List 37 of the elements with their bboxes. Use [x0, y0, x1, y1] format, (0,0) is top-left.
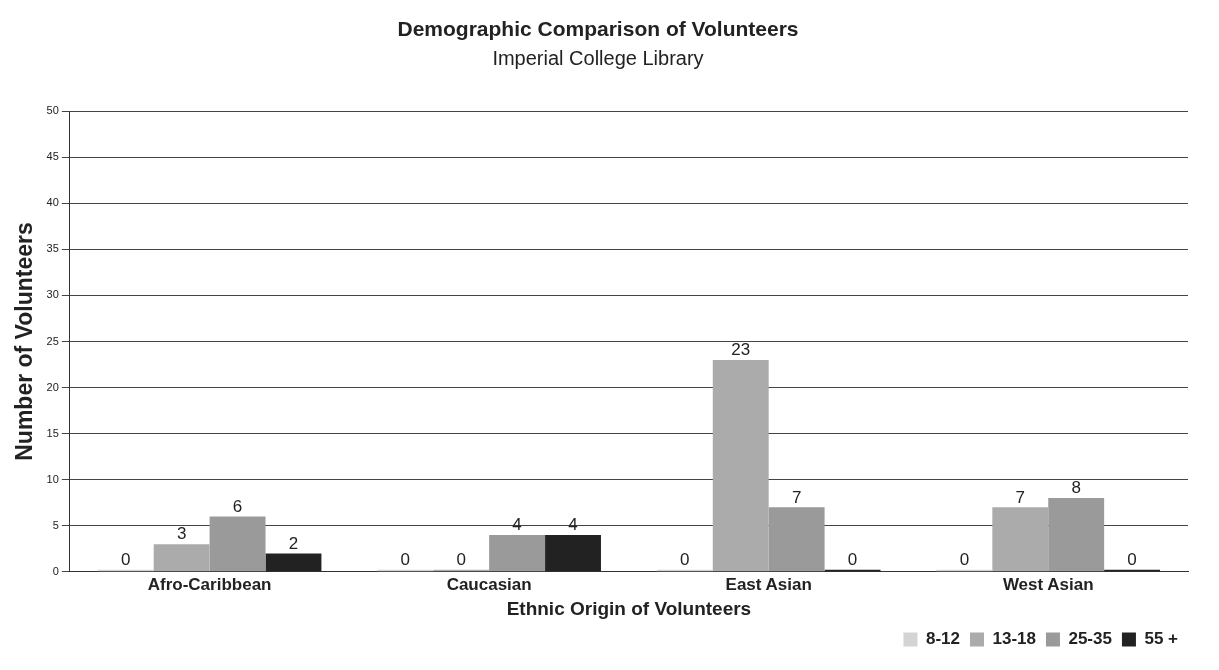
- data-label: 7: [1015, 487, 1026, 507]
- y-tick-label: 5: [52, 518, 59, 531]
- data-label: 2: [288, 533, 299, 553]
- data-label: 0: [400, 549, 411, 569]
- y-axis-title: Number of Volunteers: [11, 222, 38, 461]
- data-label: 7: [791, 487, 802, 507]
- y-tick-label: 0: [52, 564, 59, 577]
- y-tick-label: 35: [46, 242, 59, 255]
- y-tick-label: 10: [46, 472, 59, 485]
- data-label: 23: [731, 340, 751, 360]
- data-label: 0: [456, 549, 466, 569]
- data-label: 0: [959, 549, 970, 569]
- y-tick-label: 30: [46, 288, 59, 301]
- legend-label: 25-35: [1068, 629, 1112, 649]
- y-tick-label: 20: [46, 380, 59, 393]
- data-label: 0: [847, 549, 858, 569]
- data-label: 8: [1071, 478, 1081, 498]
- legend-label: 13-18: [992, 629, 1036, 649]
- y-tick-label: 45: [46, 150, 59, 163]
- chart-subtitle: Imperial College Library: [492, 46, 704, 69]
- x-tick-label: East Asian: [725, 574, 812, 594]
- data-label: 6: [232, 496, 243, 516]
- x-tick-label: Caucasian: [446, 574, 532, 594]
- x-tick-label: Afro-Caribbean: [147, 574, 272, 594]
- data-label: 0: [121, 549, 131, 569]
- y-tick-label: 25: [46, 334, 59, 347]
- data-label: 0: [1127, 549, 1137, 569]
- x-tick-label: West Asian: [1002, 574, 1094, 594]
- legend-label: 55 +: [1144, 629, 1179, 649]
- y-tick-label: 40: [46, 196, 59, 209]
- data-label: 0: [680, 549, 690, 569]
- y-tick-label: 50: [46, 104, 59, 117]
- chart-title: Demographic Comparison of Volunteers: [397, 17, 799, 41]
- legend-label: 8-12: [925, 629, 960, 649]
- x-axis-title: Ethnic Origin of Volunteers: [506, 597, 752, 619]
- y-tick-label: 15: [46, 426, 59, 439]
- data-label: 3: [176, 524, 187, 544]
